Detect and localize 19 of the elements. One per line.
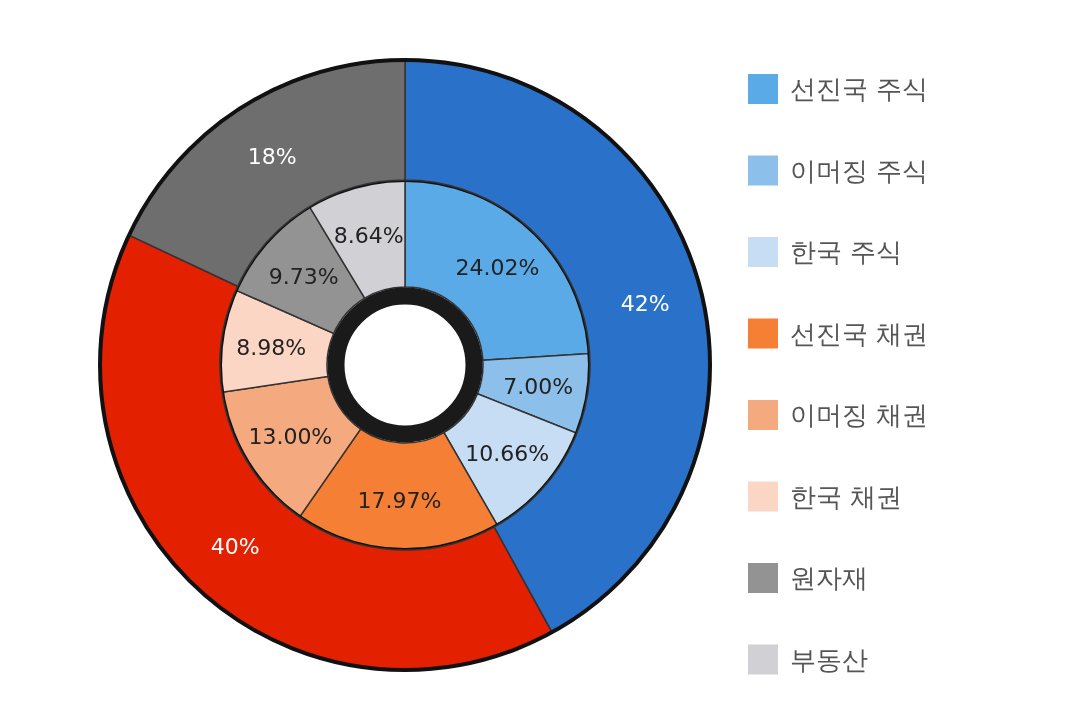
legend-label: 원자재 <box>790 563 868 593</box>
legend-label: 선진국 채권 <box>790 318 929 349</box>
legend-label: 한국 채권 <box>790 481 903 512</box>
legend-label: 이머징 주식 <box>790 155 929 186</box>
data-label: 7.00% <box>503 374 574 400</box>
data-label: 24.02% <box>455 254 540 280</box>
data-label: 18% <box>247 143 297 169</box>
data-label: 40% <box>210 533 260 559</box>
legend-label: 선진국 주식 <box>790 74 929 104</box>
data-label: 8.64% <box>333 222 404 248</box>
legend-label: 이머징 채권 <box>790 400 929 430</box>
data-label: 10.66% <box>465 441 550 467</box>
data-label: 13.00% <box>248 424 333 450</box>
data-label: 17.97% <box>357 487 442 513</box>
data-label: 8.98% <box>236 334 307 360</box>
data-label: 9.73% <box>268 263 339 289</box>
legend-label: 부동산 <box>790 644 868 675</box>
legend-label: 한국 주식 <box>790 237 903 267</box>
data-label: 42% <box>620 291 670 317</box>
